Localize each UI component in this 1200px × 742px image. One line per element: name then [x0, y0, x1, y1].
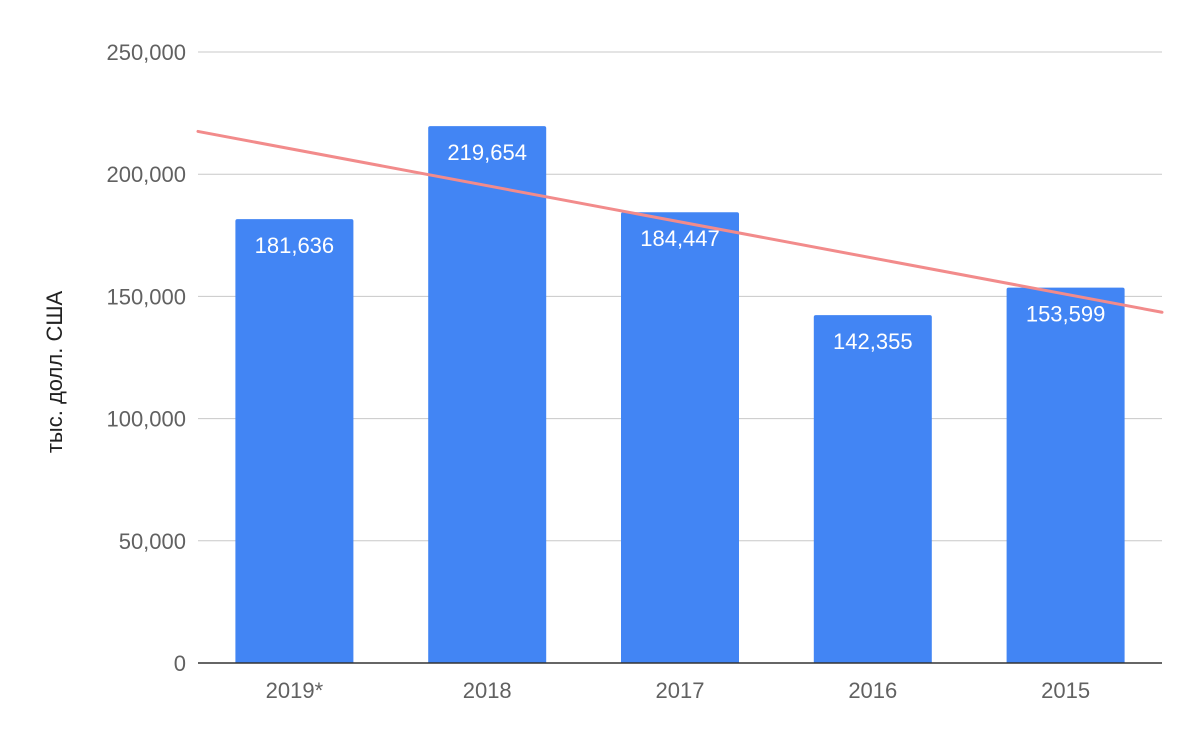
bars [235, 126, 1125, 664]
x-tick-label: 2016 [848, 678, 897, 703]
data-label: 184,447 [640, 226, 720, 251]
bar-2019 [235, 219, 354, 664]
y-tick-label: 50,000 [119, 529, 186, 554]
bar-2015 [1006, 287, 1125, 663]
trendline-layer [196, 129, 1164, 314]
x-tick-label: 2019* [266, 678, 324, 703]
data-label: 219,654 [447, 140, 527, 165]
bar-2017 [621, 212, 739, 663]
data-label: 181,636 [255, 233, 335, 258]
bar-2016 [813, 315, 932, 663]
data-label: 142,355 [833, 329, 913, 354]
x-tick-label: 2015 [1041, 678, 1090, 703]
y-axis-ticks: 0 50,000 100,000 150,000 200,000 250,000 [106, 40, 186, 676]
y-tick-label: 0 [174, 651, 186, 676]
x-tick-label: 2017 [656, 678, 705, 703]
bar-2018 [428, 126, 547, 663]
y-axis-label: тыс. долл. США [42, 291, 67, 454]
x-axis-ticks: 2019* 2018 2017 2016 2015 [266, 678, 1090, 703]
data-labels: 181,636 219,654 184,447 142,355 153,599 [255, 140, 1106, 354]
y-tick-label: 100,000 [106, 407, 186, 432]
x-tick-label: 2018 [463, 678, 512, 703]
data-label: 153,599 [1026, 302, 1106, 327]
y-tick-label: 150,000 [106, 284, 186, 309]
y-tick-label: 250,000 [106, 40, 186, 65]
y-tick-label: 200,000 [106, 162, 186, 187]
trendline [196, 129, 1164, 314]
